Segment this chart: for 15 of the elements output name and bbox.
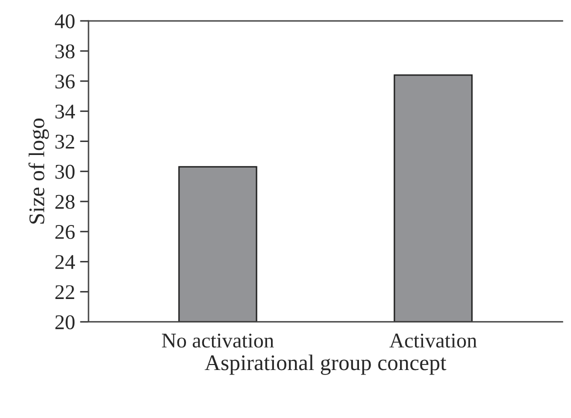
y-tick-label: 40: [54, 14, 75, 28]
x-tick-label: No activation: [162, 334, 274, 348]
x-axis-title: Aspirational group concept: [204, 354, 446, 375]
y-tick-label: 30: [55, 164, 75, 179]
y-tick-label: 22: [55, 285, 74, 299]
y-tick-label: 28: [55, 194, 75, 209]
y-tick-label: 34: [55, 104, 75, 119]
y-tick-label: 24: [55, 255, 75, 269]
y-tick-label: 32: [55, 134, 74, 149]
y-tick-label: 26: [55, 225, 75, 240]
y-tick-label: 36: [55, 74, 75, 89]
x-tick-label: Activation: [389, 334, 477, 348]
y-axis-title: Size of logo: [28, 118, 49, 224]
y-tick-label: 38: [55, 44, 75, 58]
y-tick-label: 20: [55, 315, 75, 330]
